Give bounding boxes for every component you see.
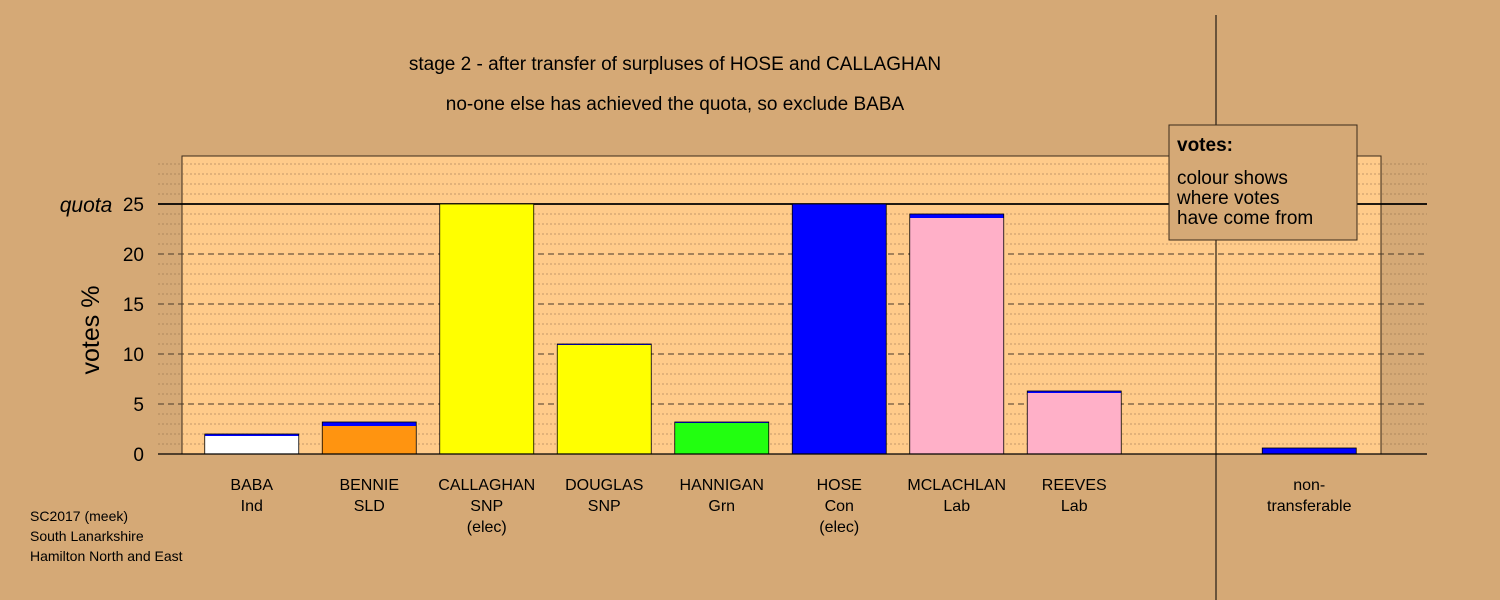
candidate-party-bennie: SLD: [354, 498, 385, 515]
non-transferable-label: transferable: [1267, 498, 1352, 515]
candidate-party-mclachlan: Lab: [943, 498, 970, 515]
candidate-party-douglas: SNP: [588, 498, 621, 515]
candidate-party-baba: Ind: [241, 498, 263, 515]
chart-title: stage 2 - after transfer of surpluses of…: [408, 54, 942, 75]
candidate-name-baba: BABA: [230, 477, 273, 494]
y-axis-title: votes %: [77, 286, 105, 375]
candidate-name-hannigan: HANNIGAN: [680, 477, 764, 494]
y-tick-label: 0: [133, 445, 144, 466]
legend-title: votes:: [1177, 135, 1233, 156]
legend-box: [1168, 124, 1358, 241]
bar-hannigan-segment: [674, 423, 769, 454]
bar-callaghan-segment: [439, 204, 534, 454]
bar-non-transferable-segment: [1262, 448, 1357, 454]
bar-mclachlan-segment: [909, 214, 1004, 218]
footer-ward: Hamilton North and East: [30, 548, 183, 564]
bar-bennie-segment: [322, 422, 417, 426]
y-tick-label: 10: [123, 345, 144, 366]
legend-text: where votes: [1176, 188, 1279, 209]
legend-text: have come from: [1177, 208, 1313, 229]
candidate-name-callaghan: CALLAGHAN: [438, 477, 535, 494]
bar-hannigan-segment: [674, 422, 769, 423]
candidate-name-hose: HOSE: [817, 477, 862, 494]
y-tick-label: 20: [123, 245, 144, 266]
quota-label: quota: [60, 194, 113, 217]
footer-council: South Lanarkshire: [30, 528, 144, 544]
bar-reeves-segment: [1027, 393, 1122, 454]
candidate-name-douglas: DOUGLAS: [565, 477, 643, 494]
bar-hose-segment: [792, 204, 887, 454]
bar-mclachlan-segment: [909, 218, 1004, 454]
candidate-party-hose: Con: [825, 498, 854, 515]
candidate-name-mclachlan: MCLACHLAN: [907, 477, 1006, 494]
bar-bennie-segment: [322, 426, 417, 454]
y-tick-label: 25: [123, 195, 144, 216]
y-tick-label: 15: [123, 295, 144, 316]
candidate-name-bennie: BENNIE: [339, 477, 399, 494]
non-transferable-label: non-: [1293, 477, 1325, 494]
chart-subtitle: no-one else has achieved the quota, so e…: [445, 94, 905, 115]
y-tick-label: 5: [133, 395, 144, 416]
candidate-party-hannigan: Grn: [708, 498, 735, 515]
candidate-status-hose: (elec): [819, 519, 859, 536]
candidate-party-reeves: Lab: [1061, 498, 1088, 515]
footer-source: SC2017 (meek): [30, 508, 129, 524]
bar-baba-segment: [204, 434, 299, 436]
bar-baba-segment: [204, 436, 299, 454]
candidate-party-callaghan: SNP: [470, 498, 503, 515]
bar-douglas-segment: [557, 345, 652, 454]
legend-text: colour shows: [1177, 168, 1288, 189]
candidate-status-callaghan: (elec): [467, 519, 507, 536]
candidate-name-reeves: REEVES: [1042, 477, 1107, 494]
bar-reeves-segment: [1027, 391, 1122, 393]
bar-douglas-segment: [557, 344, 652, 345]
